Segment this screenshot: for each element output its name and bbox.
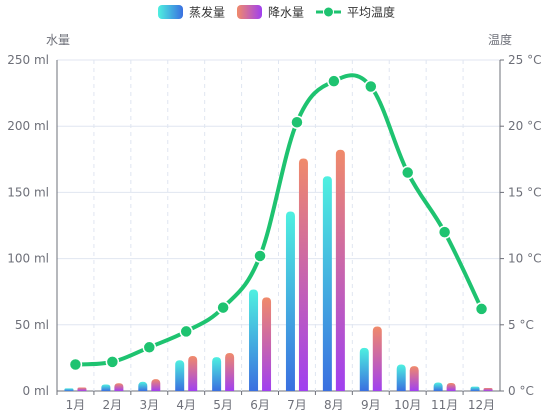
temperature-point [253, 249, 267, 263]
y-right-tick-label: 15 °C [508, 185, 541, 199]
bar-evaporation [433, 382, 443, 391]
y-left-tick-label: 200 ml [7, 119, 49, 133]
x-tick-label: 4月 [176, 398, 196, 412]
y-right-tick-label: 5 °C [508, 318, 534, 332]
grid [56, 59, 501, 392]
y-right-axis: 0 °C 5 °C 10 °C 15 °C 20 °C 25 °C [500, 53, 541, 398]
bar-evaporation [101, 384, 111, 391]
y-left-tick-label: 0 ml [23, 384, 49, 398]
temperature-point [290, 115, 304, 129]
bar-precipitation [151, 379, 161, 391]
bar-precipitation [446, 383, 456, 391]
x-tick-label: 7月 [287, 398, 307, 412]
bar-precipitation [483, 387, 493, 391]
y-left-tick-label: 250 ml [7, 53, 49, 67]
bar-precipitation [372, 326, 382, 391]
legend: 蒸发量 降水量 平均温度 [158, 5, 395, 20]
x-axis: 1月 2月 3月 4月 5月 6月 7月 8月 9月 10月 11月 12月 [56, 391, 495, 412]
bar-precipitation [409, 366, 419, 391]
y-right-tick-label: 20 °C [508, 119, 541, 133]
bar-precipitation [335, 149, 345, 391]
temperature-point [179, 324, 193, 339]
bar-evaporation [138, 381, 148, 391]
temperature-point [437, 225, 452, 239]
y-right-tick-label: 25 °C [508, 53, 541, 67]
bar-evaporation [396, 364, 406, 391]
temperature-point [327, 74, 341, 88]
x-tick-label: 10月 [394, 398, 421, 412]
x-tick-label: 2月 [103, 398, 123, 412]
bar-precipitation [262, 297, 272, 391]
y-left-tick-label: 150 ml [7, 185, 49, 199]
y-right-axis-name: 温度 [488, 32, 512, 47]
temperature-point [142, 340, 157, 355]
bar-evaporation [175, 360, 185, 391]
x-tick-label: 8月 [324, 398, 344, 412]
bar-precipitation [298, 158, 308, 391]
bar-evaporation [64, 388, 74, 391]
bar-evaporation [285, 211, 295, 391]
bar-evaporation [212, 357, 222, 391]
bar-evaporation [359, 347, 369, 391]
y-left-axis-name: 水量 [46, 33, 70, 47]
bar-evaporation [249, 289, 259, 391]
legend-swatch-point [323, 6, 334, 18]
line-series [68, 73, 489, 372]
x-tick-label: 9月 [361, 398, 381, 412]
axis-names: 水量 温度 [46, 32, 512, 47]
x-tick-label: 12月 [468, 398, 495, 412]
legend-swatch-evaporation [158, 5, 183, 19]
bar-evaporation [322, 176, 332, 391]
x-tick-label: 5月 [213, 398, 233, 412]
y-right-tick-label: 0 °C [508, 384, 534, 398]
y-left-tick-label: 100 ml [7, 252, 49, 266]
temperature-point [105, 355, 120, 369]
legend-label: 平均温度 [347, 5, 395, 20]
temperature-point [68, 357, 83, 372]
temperature-point [364, 79, 378, 94]
temperature-point [400, 165, 415, 180]
bar-evaporation [470, 386, 480, 391]
x-tick-label: 11月 [431, 398, 458, 412]
bar-series [64, 149, 493, 391]
legend-label: 蒸发量 [189, 5, 225, 20]
bar-precipitation [114, 383, 124, 391]
x-tick-label: 6月 [250, 398, 270, 412]
temperature-point [474, 302, 489, 316]
y-left-tick-label: 50 ml [15, 318, 49, 332]
temperature-point [216, 300, 230, 315]
y-left-axis: 0 ml 50 ml 100 ml 150 ml 200 ml 250 ml [7, 53, 49, 398]
y-right-tick-label: 10 °C [508, 252, 541, 266]
bar-precipitation [188, 356, 198, 391]
x-tick-label: 1月 [66, 398, 86, 412]
legend-swatch-precipitation [237, 5, 262, 19]
x-tick-label: 3月 [139, 398, 159, 412]
legend-label: 降水量 [268, 6, 304, 20]
bar-precipitation [225, 353, 235, 391]
bar-precipitation [77, 387, 87, 391]
